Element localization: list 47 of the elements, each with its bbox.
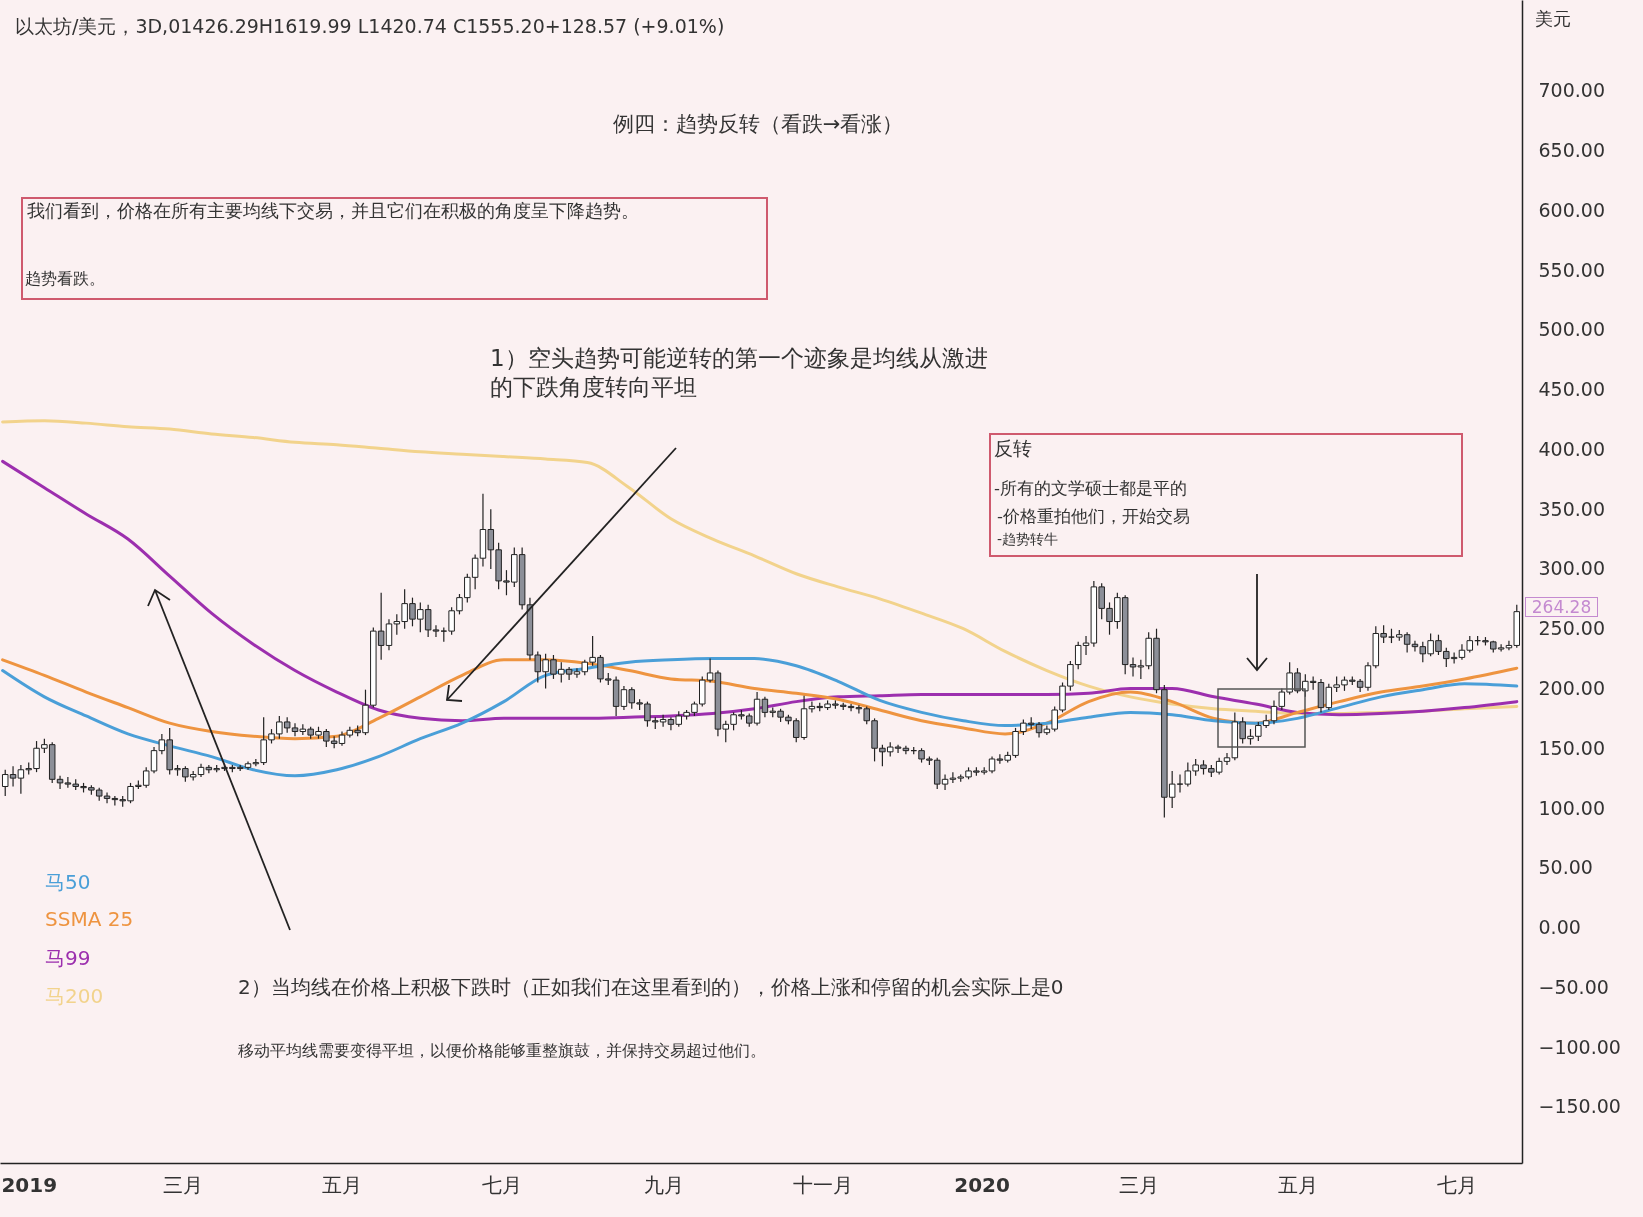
y-tick-label: 50.00	[1538, 856, 1593, 879]
y-axis-title: 美元	[1534, 7, 1571, 29]
x-tick-label: 三月	[1118, 1172, 1159, 1197]
annotation: 264.28	[1524, 596, 1599, 617]
annotation: 趋势看跌。	[24, 268, 106, 290]
line-series	[1, 459, 1519, 723]
y-tick-label: 0.00	[1538, 916, 1581, 939]
x-tick-label: 五月	[1277, 1172, 1318, 1197]
y-tick-label: −150.00	[1538, 1095, 1621, 1118]
x-tick-label: 七月	[481, 1172, 522, 1197]
y-tick-label: 200.00	[1538, 676, 1605, 699]
text: 马99	[44, 945, 92, 972]
y-tick-label: 500.00	[1538, 318, 1605, 341]
y-tick-label: 400.00	[1538, 437, 1605, 460]
annotation: -趋势转牛	[996, 530, 1060, 549]
annotation: 我们看到，价格在所有主要均线下交易，并且它们在积极的角度呈下降趋势。	[26, 199, 640, 223]
annotation: 以太坊/美元，3D,01426.29H1619.99 L1420.74 C1555.20+128.57 (+9.01%)	[14, 14, 726, 39]
annotation: -所有的文学硕士都是平的	[993, 478, 1188, 500]
text: 马50	[44, 869, 92, 896]
y-tick-label: 450.00	[1538, 378, 1605, 401]
line-series	[1, 657, 1519, 778]
annotation: -价格重拍他们，开始交易	[996, 506, 1191, 528]
y-tick-label: −100.00	[1538, 1035, 1621, 1058]
x-tick-label: 九月	[643, 1172, 684, 1197]
y-tick-label: 250.00	[1538, 617, 1605, 640]
y-tick-label: 350.00	[1538, 497, 1605, 520]
text: SSMA 25	[44, 906, 135, 932]
y-tick-label: 300.00	[1538, 557, 1605, 580]
x-tick-label: 2020	[954, 1172, 1010, 1197]
annotation: 1）空头趋势可能逆转的第一个迹象是均线从激进的下跌角度转向平坦	[489, 344, 989, 402]
y-tick-label: −50.00	[1538, 975, 1609, 998]
x-tick-label: 七月	[1437, 1172, 1478, 1197]
y-tick-label: 100.00	[1538, 796, 1605, 819]
text: 马200	[44, 983, 105, 1010]
x-tick-label: 十一月	[792, 1172, 853, 1197]
y-tick-label: 600.00	[1538, 198, 1605, 221]
text: 例四：趋势反转（看跌→看涨）	[611, 111, 905, 138]
x-tick-label: 三月	[163, 1172, 204, 1197]
x-tick-label: 2019	[1, 1172, 58, 1197]
y-tick-label: 650.00	[1538, 139, 1605, 162]
annotation: 反转	[993, 436, 1033, 461]
x-tick-label: 五月	[322, 1172, 363, 1197]
y-tick-label: 550.00	[1538, 258, 1605, 281]
annotation: 移动平均线需要变得平坦，以便价格能够重整旗鼓，并保持交易超过他们。	[237, 1040, 767, 1062]
y-tick-label: 700.00	[1538, 79, 1605, 102]
annotation: 2）当均线在价格上积极下跌时（正如我们在这里看到的），价格上涨和停留的机会实际上是0	[237, 974, 1065, 1001]
y-tick-label: 150.00	[1538, 736, 1605, 759]
